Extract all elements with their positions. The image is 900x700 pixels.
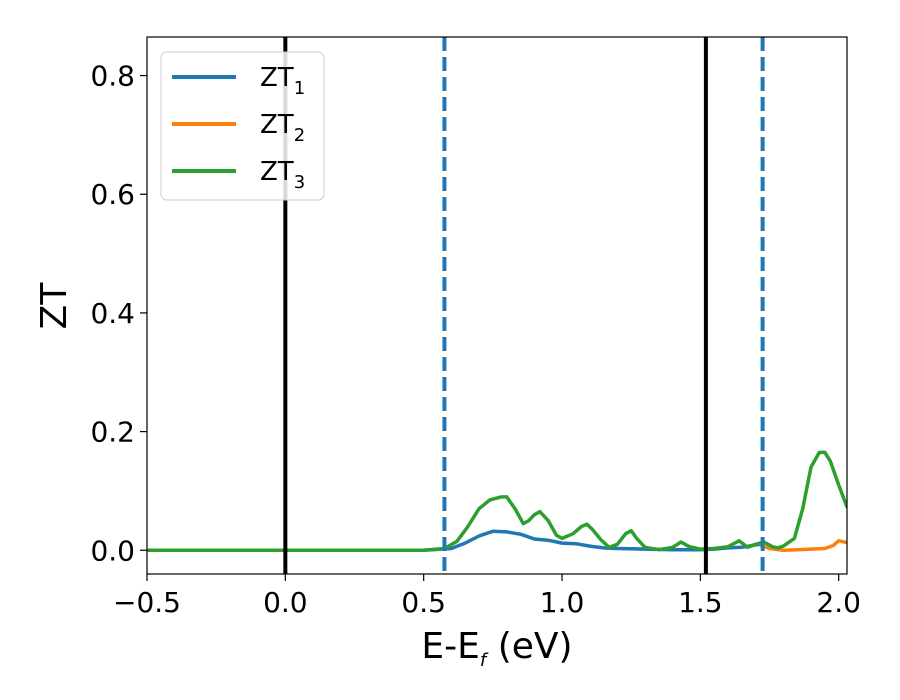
legend-label-1: ZT1 bbox=[260, 63, 305, 99]
legend-label-3: ZT3 bbox=[260, 157, 305, 193]
series-line-3 bbox=[147, 450, 847, 553]
x-tick-label: 0.5 bbox=[401, 586, 446, 619]
y-axis: 0.0 0.2 0.4 0.6 0.8 bbox=[90, 60, 147, 567]
x-tick-label: 1.0 bbox=[540, 586, 585, 619]
y-tick-label: 0.2 bbox=[90, 416, 135, 449]
x-axis: −0.5 0.0 0.5 1.0 1.5 2.0 bbox=[113, 574, 861, 619]
legend-box bbox=[160, 51, 325, 201]
y-tick-label: 0.6 bbox=[90, 178, 135, 211]
y-tick-label: 0.4 bbox=[90, 297, 135, 330]
y-tick-label: 0.8 bbox=[90, 60, 135, 93]
y-axis-label: ZT bbox=[34, 282, 75, 330]
y-tick-label: 0.0 bbox=[90, 534, 135, 567]
legend-label-2: ZT2 bbox=[260, 110, 305, 146]
x-tick-label: −0.5 bbox=[113, 586, 181, 619]
x-tick-label: 0.0 bbox=[263, 586, 308, 619]
series-line-2 bbox=[759, 539, 847, 553]
x-tick-label: 2.0 bbox=[816, 586, 861, 619]
x-tick-label: 1.5 bbox=[678, 586, 723, 619]
axes-frame bbox=[146, 36, 848, 575]
x-axis-label: E-Ef (eV) bbox=[421, 626, 572, 671]
legend: ZT1 ZT2 ZT3 bbox=[160, 51, 325, 201]
